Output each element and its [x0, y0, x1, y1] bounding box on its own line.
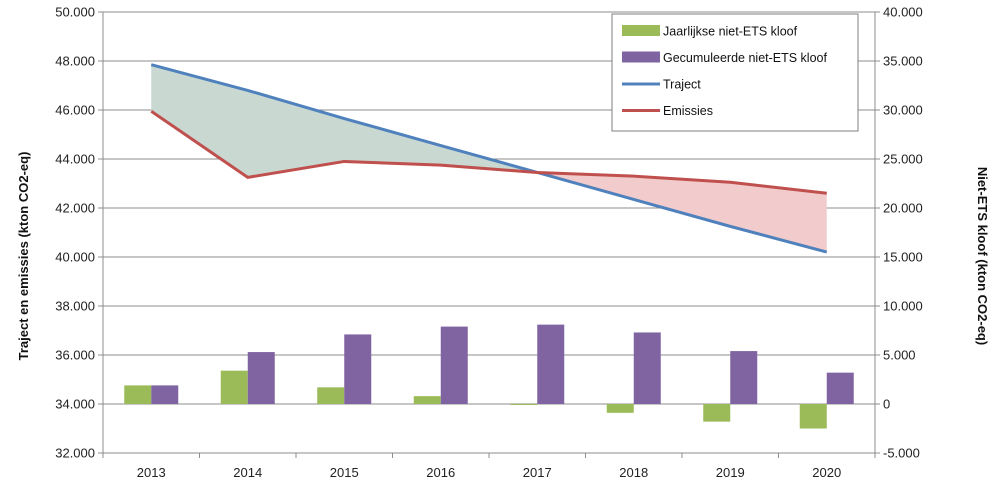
- right-tick-label: 20.000: [883, 201, 923, 216]
- legend-label: Gecumuleerde niet-ETS kloof: [663, 51, 827, 65]
- left-tick-label: 34.000: [55, 397, 95, 412]
- legend-swatch: [622, 25, 660, 36]
- annual-gap-bar: [317, 387, 345, 404]
- legend-label: Jaarlijkse niet-ETS kloof: [663, 25, 798, 39]
- cumulative-gap-bar: [440, 326, 468, 404]
- x-tick-label: 2019: [716, 465, 745, 480]
- x-tick-label: 2016: [426, 465, 455, 480]
- right-tick-label: 0: [883, 397, 890, 412]
- x-tick-label: 2020: [812, 465, 841, 480]
- x-tick-label: 2015: [330, 465, 359, 480]
- line-series: [150, 63, 828, 254]
- x-tick-label: 2014: [233, 465, 262, 480]
- annual-gap-bar: [220, 370, 248, 404]
- right-tick-label: 10.000: [883, 299, 923, 314]
- x-tick-label: 2018: [619, 465, 648, 480]
- left-axis-ticks: 32.000 34.000 36.000 38.000 40.000 42.000 44.0…: [55, 5, 95, 461]
- legend: Jaarlijkse niet-ETS kloof Gecumuleerde ni…: [611, 13, 859, 132]
- right-tick-label: 35.000: [883, 54, 923, 69]
- right-tick-label: 30.000: [883, 103, 923, 118]
- left-tick-label: 50.000: [55, 5, 95, 20]
- surplus-fill: [151, 64, 538, 178]
- left-tick-label: 46.000: [55, 103, 95, 118]
- right-axis-ticks: -5.000 0 5.000 10.000 15.000 20.000 25.000 30.0…: [883, 5, 923, 461]
- left-tick-label: 32.000: [55, 446, 95, 461]
- emissies-line: [150, 109, 827, 195]
- annual-gap-bar: [606, 404, 634, 413]
- traject-line: [150, 63, 828, 254]
- annual-gap-bar: [413, 396, 441, 404]
- x-tick-label: 2013: [137, 465, 166, 480]
- cumulative-gap-bar: [633, 332, 661, 404]
- legend-label: Emissies: [663, 104, 713, 118]
- right-axis-title: Niet-ETS kloof (kton CO2-eq): [975, 167, 990, 345]
- cumulative-gap-bar: [344, 334, 372, 404]
- legend-swatch: [622, 51, 660, 63]
- annual-gap-bar: [124, 385, 152, 404]
- annual-gap-bar: [510, 404, 538, 405]
- x-tick-label: 2017: [523, 465, 552, 480]
- right-tick-label: 25.000: [883, 152, 923, 167]
- right-tick-label: 5.000: [883, 348, 916, 363]
- left-tick-label: 38.000: [55, 299, 95, 314]
- cumulative-gap-bar: [730, 351, 758, 404]
- cumulative-gap-bar: [247, 352, 275, 404]
- annual-gap-bar: [703, 404, 731, 422]
- bar-series: [124, 324, 854, 429]
- cumulative-gap-bar: [151, 385, 179, 404]
- left-tick-label: 42.000: [55, 201, 95, 216]
- right-tick-label: 40.000: [883, 5, 923, 20]
- x-axis-ticks: 2013 2014 2015 2016 2017 2018 2019 2020: [137, 465, 841, 480]
- legend-label: Traject: [663, 78, 701, 92]
- annual-gap-bar: [799, 404, 827, 429]
- right-tick-label: -5.000: [883, 446, 920, 461]
- left-tick-label: 36.000: [55, 348, 95, 363]
- left-tick-label: 48.000: [55, 54, 95, 69]
- cumulative-gap-bar: [826, 372, 854, 404]
- left-tick-label: 44.000: [55, 152, 95, 167]
- left-tick-label: 40.000: [55, 250, 95, 265]
- right-tick-label: 15.000: [883, 250, 923, 265]
- left-axis-title: Traject en emissies (kton CO2-eq): [16, 152, 31, 361]
- cumulative-gap-bar: [537, 324, 565, 404]
